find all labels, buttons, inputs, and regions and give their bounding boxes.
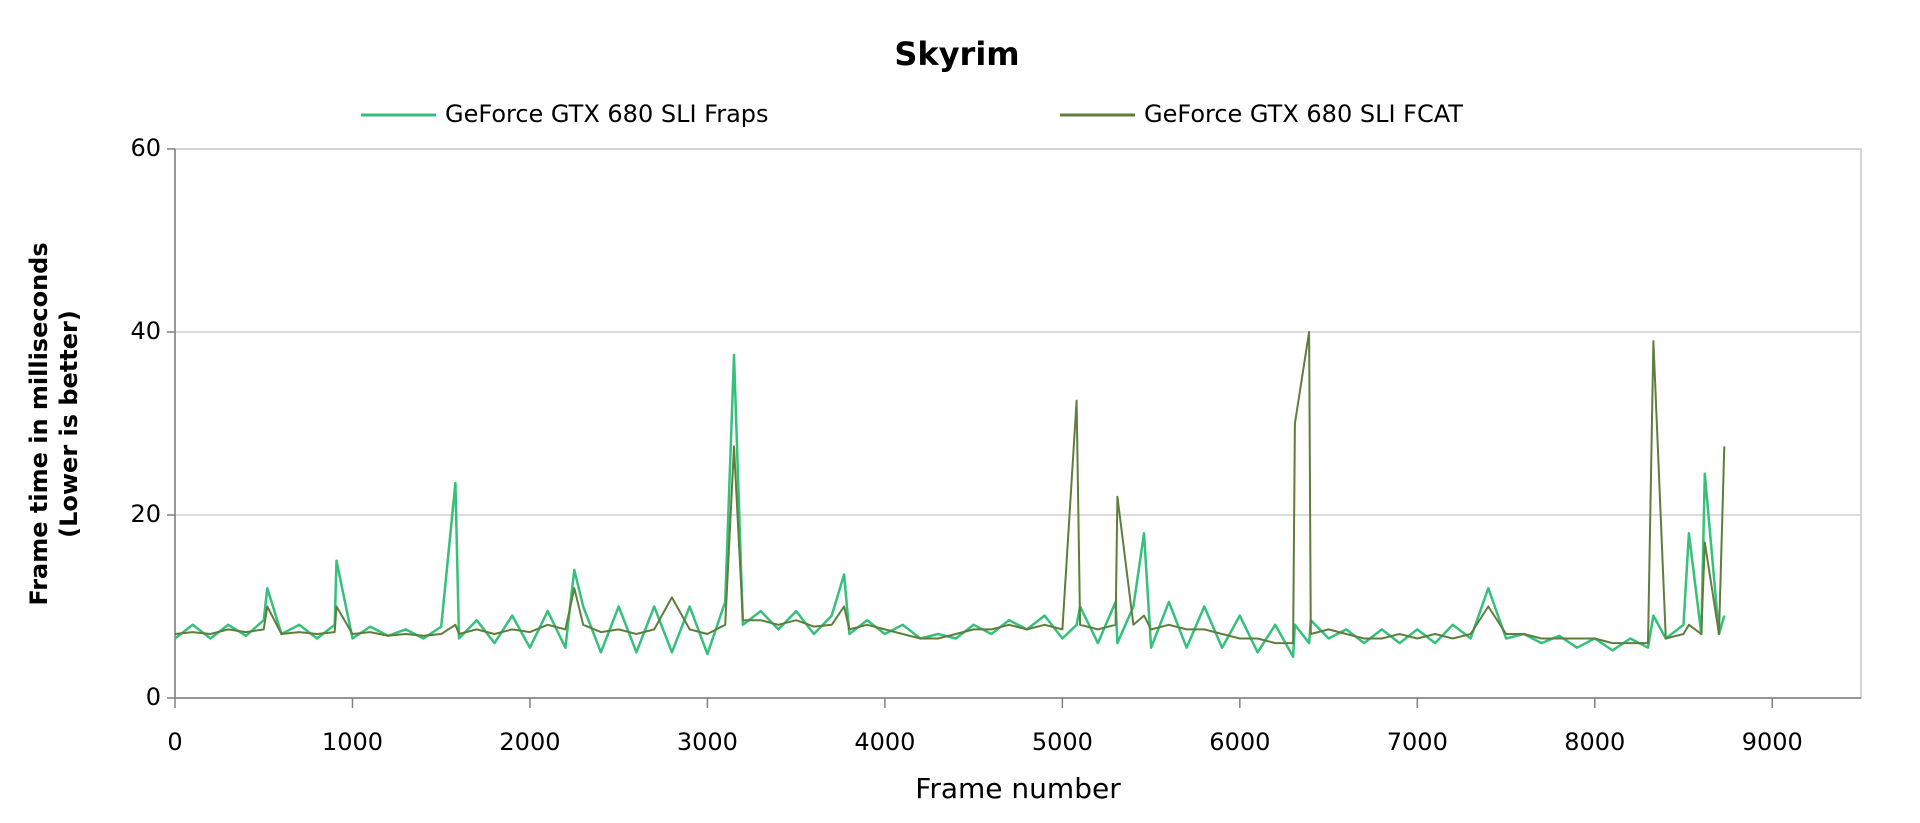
legend-label: GeForce GTX 680 SLI FCAT [1144,100,1463,128]
y-axis-title-line: Frame time in milliseconds [25,242,53,605]
y-tick-label: 20 [130,500,161,528]
y-tick-label: 40 [130,317,161,345]
y-axis-title-line: (Lower is better) [55,310,83,538]
plot-area [174,148,1862,699]
x-tick-label: 3000 [677,728,738,756]
x-tick-label: 8000 [1564,728,1625,756]
legend-label: GeForce GTX 680 SLI Fraps [445,100,769,128]
x-tick-label: 9000 [1742,728,1803,756]
y-tick-label: 0 [146,683,161,711]
x-tick-label: 1000 [322,728,383,756]
y-tick-label: 60 [130,134,161,162]
x-tick-label: 0 [167,728,182,756]
x-tick-label: 6000 [1209,728,1270,756]
x-tick-label: 4000 [854,728,915,756]
y-axis-title: Frame time in milliseconds (Lower is bet… [25,242,83,605]
chart-title: Skyrim [894,35,1019,73]
x-tick-label: 7000 [1387,728,1448,756]
x-tick-label: 5000 [1032,728,1093,756]
series-line [174,331,1726,645]
x-axis-title: Frame number [915,772,1121,805]
x-tick-label: 2000 [499,728,560,756]
series-line [174,353,1726,659]
